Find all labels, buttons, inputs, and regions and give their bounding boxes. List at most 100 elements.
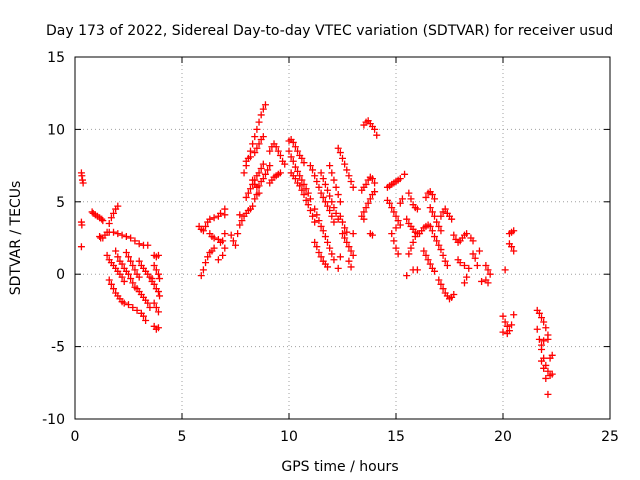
data-point [306, 206, 314, 214]
data-point [330, 256, 338, 264]
data-point [392, 212, 400, 220]
data-point [548, 370, 556, 378]
data-point [150, 280, 158, 288]
data-point [298, 154, 306, 162]
data-point [122, 248, 130, 256]
data-point [217, 209, 225, 217]
data-point [154, 308, 162, 316]
data-point [133, 306, 141, 314]
data-point [261, 170, 269, 178]
data-point [339, 218, 346, 226]
data-point [125, 270, 132, 278]
data-point [96, 233, 104, 241]
data-point [326, 206, 334, 214]
data-point [202, 222, 210, 230]
data-point [276, 169, 284, 177]
data-point [349, 251, 357, 259]
y-tick-label: 15 [47, 50, 65, 66]
data-point [118, 273, 126, 281]
data-point [542, 374, 550, 382]
data-point [317, 189, 325, 197]
data-point [484, 266, 492, 274]
data-point [422, 251, 430, 259]
data-point [300, 159, 308, 167]
grid-lines [75, 57, 610, 419]
data-point [298, 176, 306, 184]
data-point [324, 202, 332, 210]
data-point [398, 195, 406, 203]
data-point [441, 257, 449, 265]
data-point [105, 276, 113, 284]
data-point [274, 147, 282, 155]
data-point [122, 233, 130, 241]
data-point [392, 244, 400, 252]
data-point [306, 195, 314, 203]
data-point [255, 189, 263, 197]
data-point [154, 251, 162, 259]
data-point [129, 304, 137, 312]
data-point [110, 285, 118, 293]
data-point [311, 218, 319, 226]
data-point [343, 238, 351, 246]
data-point [371, 188, 379, 196]
data-point [317, 222, 325, 230]
data-point [373, 131, 381, 139]
data-point [199, 266, 207, 274]
data-point [156, 292, 164, 300]
data-point [390, 208, 398, 216]
data-point [535, 309, 543, 317]
data-point [396, 175, 404, 183]
data-point [538, 341, 546, 349]
data-point [110, 209, 118, 217]
data-point [272, 143, 280, 151]
data-point [107, 280, 115, 288]
data-point [246, 185, 254, 193]
data-point [264, 166, 272, 174]
data-point [328, 169, 336, 177]
data-point [508, 321, 516, 329]
data-point [463, 273, 471, 281]
data-point [431, 233, 439, 241]
data-point [249, 140, 257, 148]
data-point [125, 253, 132, 261]
data-point [302, 196, 310, 204]
data-point [499, 312, 507, 320]
data-point [332, 183, 340, 191]
data-point [242, 193, 250, 201]
data-point [503, 330, 511, 338]
data-point [281, 160, 289, 168]
data-point [336, 149, 344, 157]
data-point [144, 299, 152, 307]
data-point [339, 230, 346, 238]
data-point [347, 178, 355, 186]
data-point [287, 153, 295, 161]
x-axis-label: GPS time / hours [281, 459, 398, 475]
data-point [460, 279, 468, 287]
data-point [148, 275, 156, 283]
data-point [330, 218, 338, 226]
data-point [396, 199, 404, 207]
data-point [330, 176, 338, 184]
data-point [437, 280, 445, 288]
x-tick-label: 10 [280, 429, 298, 445]
data-point [544, 335, 552, 343]
data-point [465, 264, 473, 272]
data-point [343, 228, 351, 236]
data-point [304, 201, 312, 209]
data-point [334, 144, 342, 152]
data-point [540, 337, 548, 345]
data-point [206, 215, 214, 223]
data-point [478, 277, 486, 285]
data-point [328, 212, 336, 220]
data-point [336, 253, 344, 261]
data-point [437, 227, 445, 235]
data-point [221, 205, 229, 213]
data-point [259, 105, 267, 113]
data-series [77, 101, 556, 398]
data-point [326, 192, 334, 200]
data-point [253, 125, 261, 133]
data-point [150, 299, 158, 307]
data-point [439, 251, 447, 259]
data-point [244, 189, 252, 197]
